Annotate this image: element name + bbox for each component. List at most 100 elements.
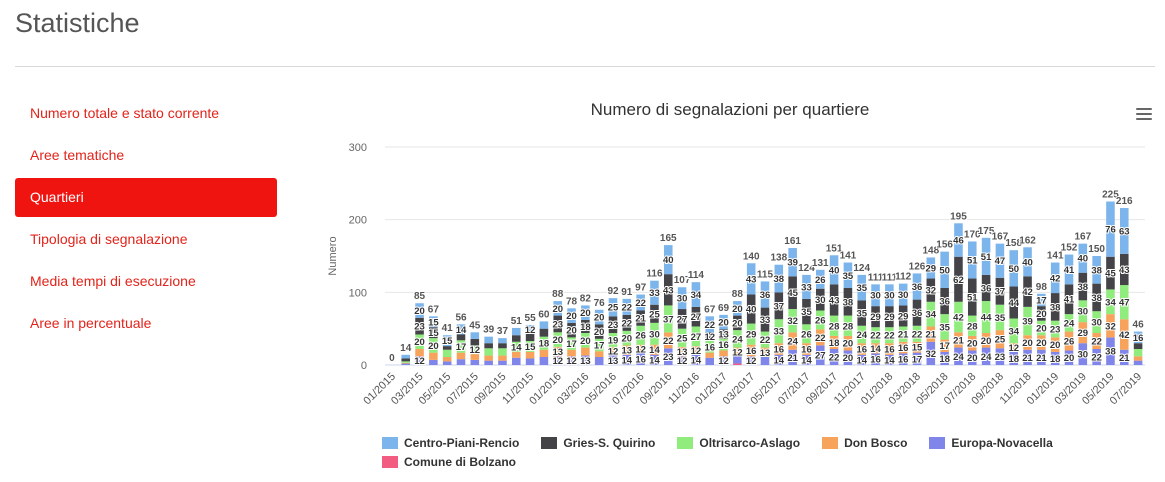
legend-item[interactable]: Comune di Bolzano: [382, 455, 516, 469]
total-label: 115: [757, 269, 774, 280]
bar-segment: [1009, 343, 1019, 352]
bar-segment: [912, 341, 922, 353]
total-label: 158: [1005, 238, 1022, 249]
bar-segment: [1023, 335, 1032, 350]
data-label: 20: [414, 337, 425, 348]
legend-item[interactable]: Europa-Novacella: [929, 436, 1053, 450]
sidebar-item-tipologia[interactable]: Tipologia di segnalazione: [30, 231, 188, 247]
legend-swatch: [822, 437, 839, 449]
sidebar-item-tempi[interactable]: Media tempi di esecuzione: [30, 273, 196, 289]
bar-segment: [622, 354, 632, 365]
y-tick-label: 0: [361, 360, 367, 372]
data-label: 33: [801, 282, 812, 293]
data-label: 24: [953, 352, 964, 363]
bar-segment: [829, 284, 839, 316]
bar-segment: [705, 316, 715, 333]
data-label: 43: [829, 295, 840, 306]
legend-swatch: [382, 456, 398, 468]
bar-segment: [691, 282, 701, 307]
sidebar-item-aree-tematiche[interactable]: Aree tematiche: [30, 147, 125, 163]
bar-segment: [857, 325, 867, 344]
bar-segment: [815, 329, 825, 346]
bar-segment: [415, 349, 424, 357]
data-label: 22: [1091, 353, 1102, 364]
bar-segment: [470, 345, 480, 355]
y-tick-label: 100: [349, 287, 367, 299]
data-label: 20: [428, 341, 439, 352]
bar-segment: [815, 310, 825, 330]
data-label: 13: [552, 347, 563, 358]
bar-segment: [719, 350, 728, 357]
legend-item[interactable]: Oltrisarco-Aslago: [677, 436, 800, 450]
bar-segment: [1023, 349, 1032, 365]
bar-segment: [442, 335, 452, 347]
bar-segment: [912, 352, 922, 365]
bar-segment: [967, 350, 977, 365]
bar-segment: [525, 325, 535, 334]
hamburger-menu-icon[interactable]: [1136, 108, 1152, 122]
data-label: 34: [691, 290, 702, 301]
total-label: 37: [497, 326, 509, 337]
bar-segment: [898, 283, 908, 306]
sidebar-item-percentuale[interactable]: Aree in percentuale: [30, 315, 152, 331]
data-label: 20: [732, 318, 743, 329]
total-label: 225: [1102, 190, 1119, 201]
sidebar-item-quartieri[interactable]: Quartieri: [15, 178, 277, 217]
bar-segment: [1037, 349, 1046, 365]
data-label: 14: [691, 355, 702, 366]
data-label: 18: [580, 322, 591, 333]
bar-segment: [470, 359, 480, 365]
data-label: 15: [428, 328, 439, 339]
data-label: 16: [856, 345, 867, 356]
data-label: 16: [718, 340, 729, 351]
bar-segment: [608, 333, 618, 347]
legend-item[interactable]: Don Bosco: [822, 436, 907, 450]
data-label: 43: [663, 285, 674, 296]
data-label: 40: [1022, 257, 1033, 268]
legend-item[interactable]: Centro-Piani-Rencio: [382, 436, 519, 450]
bar-segment: [401, 362, 411, 364]
data-label: 24: [787, 337, 798, 348]
bar-segment: [429, 338, 438, 353]
total-label: 56: [455, 312, 467, 323]
bar-segment: [498, 343, 507, 349]
bar-segment: [733, 330, 742, 348]
bar-segment: [581, 347, 590, 356]
data-label: 45: [1105, 269, 1116, 280]
data-label: 17: [1036, 295, 1047, 306]
bar-segment: [705, 357, 715, 365]
data-label: 25: [995, 335, 1006, 346]
bar-segment: [581, 319, 590, 334]
data-label: 15: [912, 343, 923, 354]
bar-segment: [719, 329, 728, 339]
data-label: 26: [815, 275, 826, 286]
bar-segment: [470, 354, 480, 360]
bar-segment: [456, 352, 466, 360]
data-label: 32: [787, 316, 798, 327]
data-label: 21: [953, 335, 964, 346]
data-label: 18: [1008, 354, 1019, 365]
data-label: 38: [1091, 265, 1102, 276]
data-label: 13: [677, 347, 688, 358]
bar-segment: [608, 355, 618, 365]
total-label: 131: [812, 258, 829, 269]
bar-segment: [1119, 285, 1129, 320]
total-label: 141: [840, 251, 857, 262]
bar-segment: [456, 359, 466, 365]
legend-item[interactable]: Gries-S. Quirino: [541, 436, 655, 450]
data-label: 12: [718, 356, 729, 367]
data-label: 35: [801, 307, 812, 318]
data-label: 30: [884, 291, 895, 302]
bar-segment: [401, 363, 411, 365]
data-label: 12: [732, 347, 743, 358]
data-label: 30: [898, 290, 909, 301]
data-label: 21: [1022, 353, 1033, 364]
bar-segment: [940, 314, 949, 340]
data-label: 12: [704, 332, 715, 343]
bar-segment: [760, 357, 770, 365]
bar-segment: [981, 333, 991, 348]
bar-segment: [995, 304, 1005, 331]
sidebar-item-totale[interactable]: Numero totale e stato corrente: [30, 105, 220, 121]
data-label: 26: [1064, 337, 1075, 348]
data-label: 36: [912, 282, 923, 293]
